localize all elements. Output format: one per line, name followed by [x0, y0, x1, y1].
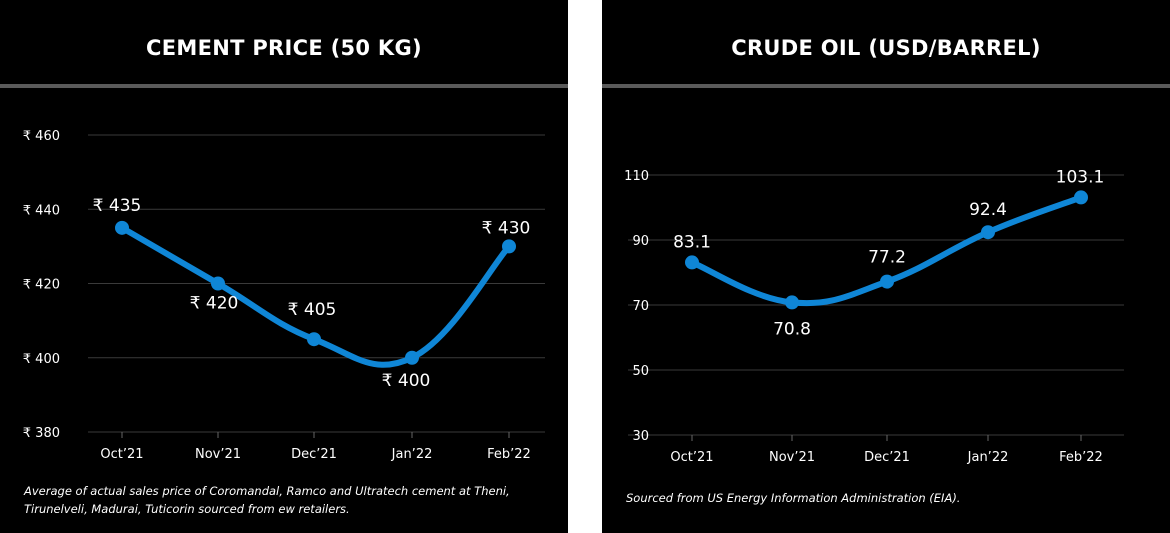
- data-point: [685, 255, 699, 270]
- x-tick-label: Nov’21: [769, 450, 815, 465]
- data-label: 103.1: [1056, 167, 1105, 187]
- data-point: [981, 225, 995, 240]
- y-tick-label: ₹ 420: [23, 278, 60, 293]
- data-label: 83.1: [673, 232, 711, 252]
- data-label: ₹ 420: [190, 294, 239, 314]
- chart-footnote: Sourced from US Energy Information Admin…: [626, 491, 961, 505]
- title-divider: [602, 84, 1170, 88]
- x-tick-label: Jan’22: [967, 450, 1009, 465]
- y-tick-label: 70: [632, 299, 649, 314]
- cement-price-panel: CEMENT PRICE (50 KG) ₹ 380 ₹ 400 ₹ 420 ₹ 44…: [0, 0, 568, 533]
- x-tick-label: Feb’22: [1059, 450, 1103, 465]
- chart-title: CEMENT PRICE (50 KG): [146, 36, 422, 60]
- y-tick-label: ₹ 380: [23, 426, 60, 441]
- chart-footnote: Average of actual sales price of Coroman…: [24, 484, 510, 516]
- data-label: ₹ 435: [93, 196, 142, 216]
- x-tick-label: Jan’22: [391, 447, 433, 462]
- x-tick-label: Dec’21: [864, 450, 910, 465]
- x-tick-label: Nov’21: [195, 447, 241, 462]
- data-label: ₹ 405: [288, 300, 337, 320]
- chart-title: CRUDE OIL (USD/BARREL): [731, 36, 1041, 60]
- crude-oil-panel: CRUDE OIL (USD/BARREL) 30 50 70 90 110 Oct’21…: [602, 0, 1170, 533]
- data-point: [405, 350, 419, 365]
- data-label: ₹ 400: [382, 371, 431, 391]
- data-point: [115, 220, 129, 235]
- y-tick-label: 30: [632, 429, 649, 444]
- y-tick-label: ₹ 400: [23, 352, 60, 367]
- y-tick-label: ₹ 440: [23, 203, 60, 218]
- y-tick-label: 90: [632, 234, 649, 249]
- cement-price-chart: ₹ 380 ₹ 400 ₹ 420 ₹ 440 ₹ 460 Oct’21 Nov’21 Dec…: [23, 129, 545, 462]
- y-tick-label: 50: [632, 364, 649, 379]
- y-tick-label: 110: [624, 169, 649, 184]
- data-label: 92.4: [969, 200, 1007, 220]
- data-point: [880, 274, 894, 289]
- data-point: [785, 295, 799, 310]
- x-tick-label: Oct’21: [670, 450, 713, 465]
- data-point: [307, 332, 321, 347]
- x-tick-label: Oct’21: [100, 447, 143, 462]
- data-point: [1074, 190, 1088, 205]
- data-label: 77.2: [868, 248, 906, 268]
- x-tick-label: Dec’21: [291, 447, 337, 462]
- y-tick-label: ₹ 460: [23, 129, 60, 144]
- data-label: ₹ 430: [482, 218, 531, 238]
- title-divider: [0, 84, 568, 88]
- data-label: 70.8: [773, 319, 811, 339]
- x-tick-label: Feb’22: [487, 447, 531, 462]
- crude-oil-chart: 30 50 70 90 110 Oct’21 Nov’21 Dec’21 Jan’22 Feb’2…: [624, 167, 1124, 465]
- data-point: [211, 276, 225, 291]
- data-point: [502, 239, 516, 254]
